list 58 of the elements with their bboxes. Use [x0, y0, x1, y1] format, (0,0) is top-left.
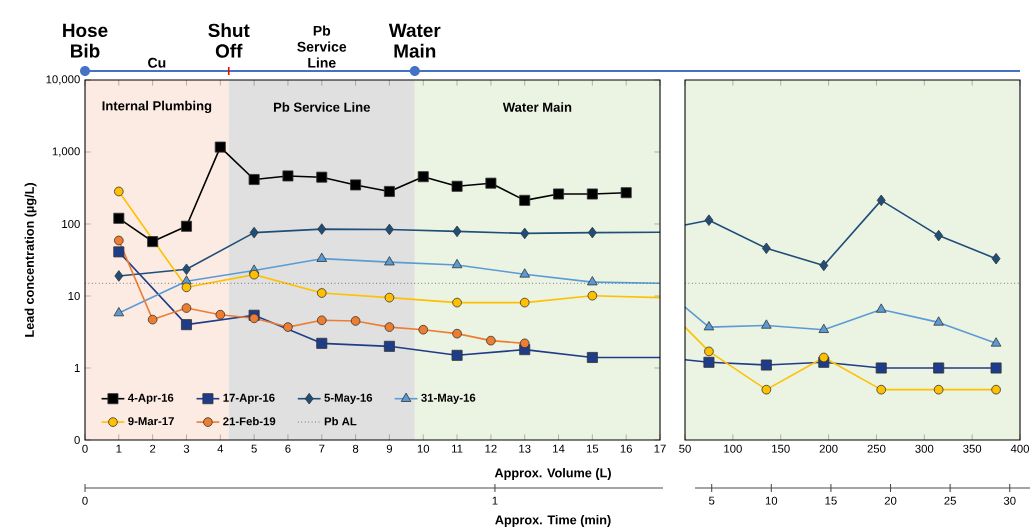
band-label: Internal Plumbing: [102, 100, 212, 114]
text: Hose Bib: [63, 23, 108, 58]
x-tick-label: 50: [679, 444, 691, 453]
x-tick-label: 350: [963, 444, 982, 453]
x-tick-label: 6: [285, 444, 291, 453]
x2-tick-label: 15: [825, 496, 837, 505]
legend-label: 5-May-16: [324, 393, 373, 404]
x-tick-label: 100: [724, 444, 742, 453]
x-tick-label: 7: [319, 444, 325, 453]
x-axis-title: Approx. Volume (L): [494, 468, 611, 480]
x-tick-label: 13: [519, 444, 531, 453]
x-tick-label: 8: [352, 444, 359, 453]
x-tick-label: 9: [386, 444, 393, 453]
x2-tick-label: 25: [944, 496, 956, 505]
y-tick-label: 0: [74, 436, 80, 445]
x-tick-label: 300: [915, 444, 934, 453]
text: Shut Off: [208, 23, 250, 58]
x2-tick-label: 30: [1003, 496, 1016, 505]
x-tick-label: 2: [150, 444, 156, 453]
x-tick-label: 400: [1010, 444, 1030, 453]
x2-tick-label: 20: [884, 496, 897, 505]
x-tick-label: 12: [485, 444, 497, 453]
x-tick-label: 4: [217, 444, 224, 453]
text: Pb Service Line: [297, 25, 347, 68]
text: Cu: [148, 57, 166, 68]
y-tick-label: 10,000: [46, 75, 80, 85]
x-tick-label: 15: [586, 444, 599, 453]
y-tick-label: 10: [68, 292, 80, 300]
x-tick-label: 5: [251, 444, 257, 453]
legend-label: 17-Apr-16: [223, 393, 275, 404]
y-axis-title: Lead concentration (µg/L): [24, 183, 37, 337]
x2-tick-label: 10: [765, 496, 778, 505]
x-tick-label: 150: [772, 444, 790, 453]
legend-label: 21-Feb-19: [223, 416, 276, 426]
x-tick-label: 14: [553, 444, 565, 453]
x-tick-label: 250: [867, 444, 886, 453]
x2-tick-label: 1: [492, 496, 498, 505]
x2-tick-label: 0: [82, 496, 88, 505]
x-tick-label: 0: [82, 444, 88, 453]
text: Water Main: [388, 23, 441, 58]
legend-label: Pb AL: [324, 416, 357, 426]
x-tick-label: 16: [620, 444, 632, 453]
y-tick-label: 1: [74, 364, 80, 372]
x-tick-label: 1: [116, 444, 122, 453]
x-tick-label: 10: [417, 444, 430, 453]
band-label: Water Main: [502, 102, 572, 112]
y-tick-label: 1,000: [52, 147, 80, 157]
x-tick-label: 17: [654, 444, 666, 453]
x2-tick-label: 5: [709, 496, 715, 505]
x-tick-label: 200: [819, 444, 838, 453]
x2-axis-title: Approx. Time (min): [495, 515, 611, 527]
band-label: Pb Service Line: [273, 102, 370, 112]
x-tick-label: 11: [452, 444, 463, 453]
legend-label: 4-Apr-16: [127, 393, 174, 404]
x-tick-label: 3: [183, 444, 190, 453]
legend-label: 31-May-16: [421, 393, 476, 404]
y-tick-label: 100: [62, 219, 80, 228]
legend-label: 9-Mar-17: [128, 417, 174, 426]
